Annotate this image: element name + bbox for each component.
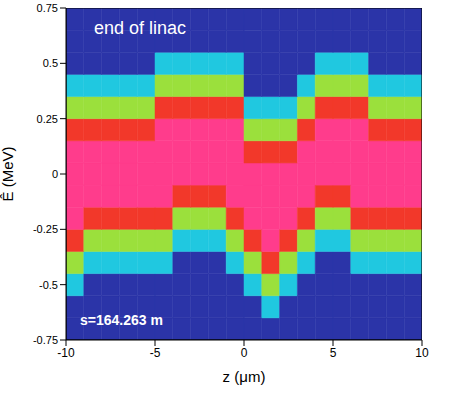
svg-text:-0.5: -0.5 bbox=[39, 279, 58, 291]
svg-text:Ê (MeV): Ê (MeV) bbox=[0, 146, 16, 201]
svg-text:0: 0 bbox=[52, 168, 58, 180]
svg-text:-0.25: -0.25 bbox=[33, 223, 58, 235]
html-text:end of linac: end of linac bbox=[94, 18, 187, 38]
svg-text:-10: -10 bbox=[57, 346, 75, 360]
svg-text:5: 5 bbox=[330, 346, 337, 360]
svg-text:-5: -5 bbox=[150, 346, 161, 360]
svg-text:0: 0 bbox=[241, 346, 248, 360]
html-text:s=164.263 m: s=164.263 m bbox=[80, 312, 163, 328]
svg-text:0.5: 0.5 bbox=[43, 57, 58, 69]
svg-text:10: 10 bbox=[415, 346, 429, 360]
svg-text:0.75: 0.75 bbox=[37, 2, 58, 14]
svg-text:0.25: 0.25 bbox=[37, 113, 58, 125]
svg-text:-0.75: -0.75 bbox=[33, 334, 58, 346]
svg-text:z (μm): z (μm) bbox=[223, 368, 266, 385]
